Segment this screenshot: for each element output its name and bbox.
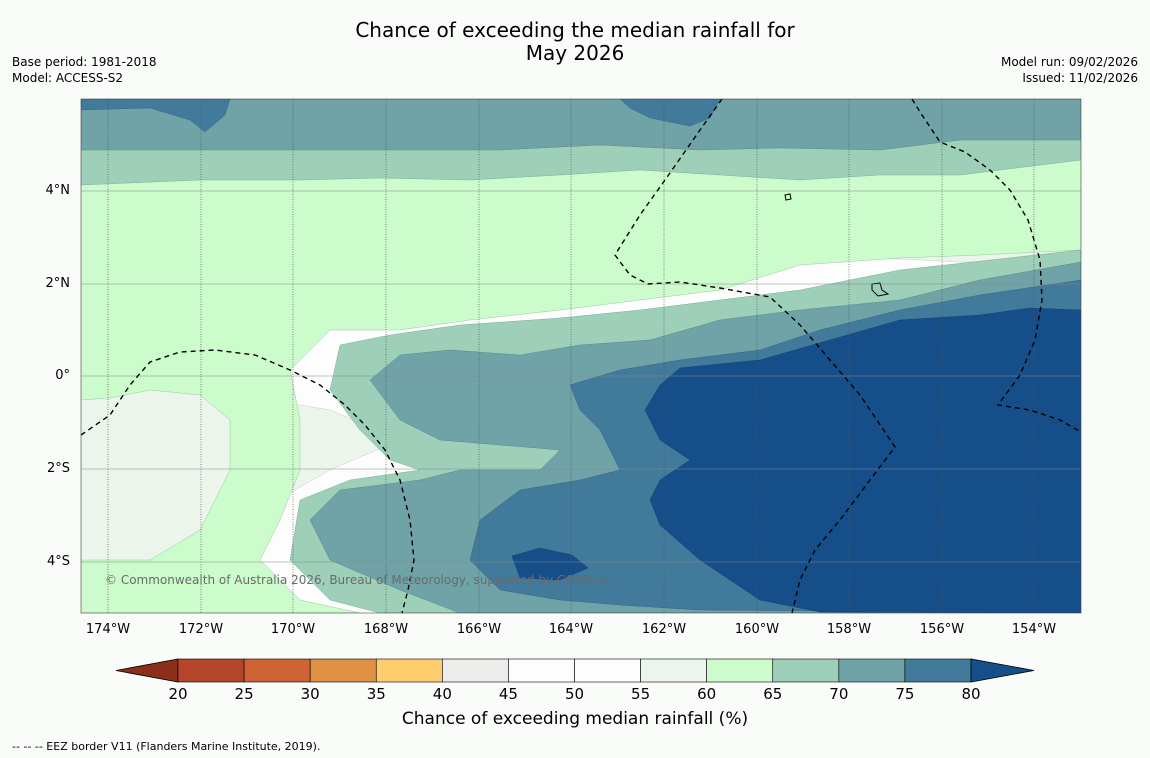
footer-note: -- -- -- EEZ border V11 (Flanders Marine… [12,740,321,753]
lon-tick: 166°W [456,622,502,637]
model-run-text: Model run: 09/02/2026 [1000,55,1138,69]
band-above-80 [644,307,1081,613]
map-title: Chance of exceeding the median rainfall … [0,19,1150,65]
band-above-80-south [511,547,589,581]
lat-tick: 2°N [45,276,71,291]
colorbar-extend-high [970,658,1035,683]
colorbar-segment [640,658,707,683]
lon-tick: 154°W [1011,622,1057,637]
lon-tick: 168°W [363,622,409,637]
colorbar-tick-label: 25 [234,685,254,703]
issued-text: Issued: 11/02/2026 [1022,71,1138,85]
meta-right: Model run: 09/02/2026 Issued: 11/02/2026 [1001,54,1138,86]
model-text: Model: ACCESS-S2 [12,71,124,85]
lon-tick: 160°W [734,622,780,637]
colorbar-segment [508,658,575,683]
colorbar-tick-label: 80 [961,685,981,703]
title-line-2: May 2026 [525,41,625,65]
colorbar-segment [838,658,906,683]
title-line-1: Chance of exceeding the median rainfall … [355,18,795,42]
colorbar-tick-label: 30 [300,685,320,703]
colorbar-tick-label: 55 [631,685,651,703]
lon-tick: 162°W [641,622,687,637]
colorbar-segment [309,658,377,683]
lon-tick: 174°W [85,622,131,637]
lon-tick: 172°W [178,622,224,637]
lon-tick: 164°W [548,622,594,637]
colorbar-segment [904,658,972,683]
colorbar-tick-label: 60 [697,685,717,703]
eez-border [81,99,1081,613]
band-75-80-north [81,99,721,133]
lat-tick: 4°N [45,183,71,198]
lon-tick: 156°W [919,622,965,637]
colorbar [115,658,1035,683]
colorbar-segment [243,658,311,683]
colorbar-segment [442,658,509,683]
colorbar-tick-label: 65 [763,685,783,703]
lat-tick: 4°S [46,554,70,569]
band-70-75 [81,99,1081,151]
colorbar-tick-label: 70 [829,685,849,703]
base-period-text: Base period: 1981-2018 [12,55,157,69]
colorbar-tick-label: 75 [895,685,915,703]
map-frame [80,98,1082,614]
copyright-text: © Commonwealth of Australia 2026, Bureau… [105,573,610,587]
colorbar-segment [706,658,774,683]
colorbar-tick-label: 50 [564,685,585,703]
colorbar-tick-label: 40 [432,685,452,703]
lat-tick: 0° [55,368,70,383]
lat-tick: 2°S [46,461,70,476]
colorbar-tick-label: 45 [498,685,518,703]
colorbar-segment [177,658,245,683]
island-outline [784,193,890,297]
colorbar-extend-low [115,658,179,683]
colorbar-segment [375,658,443,683]
colorbar-segment [574,658,641,683]
lon-tick: 158°W [826,622,872,637]
latitude-grid [81,190,1081,563]
colorbar-label: Chance of exceeding median rainfall (%) [401,709,749,729]
lon-tick: 170°W [270,622,316,637]
colorbar-tick-label: 20 [168,685,188,703]
longitude-grid [107,99,1035,613]
contour-fills: © Commonwealth of Australia 2026, Bureau… [81,99,1081,613]
meta-left: Base period: 1981-2018 Model: ACCESS-S2 [12,54,157,86]
colorbar-segment [772,658,840,683]
colorbar-tick-label: 35 [366,685,386,703]
